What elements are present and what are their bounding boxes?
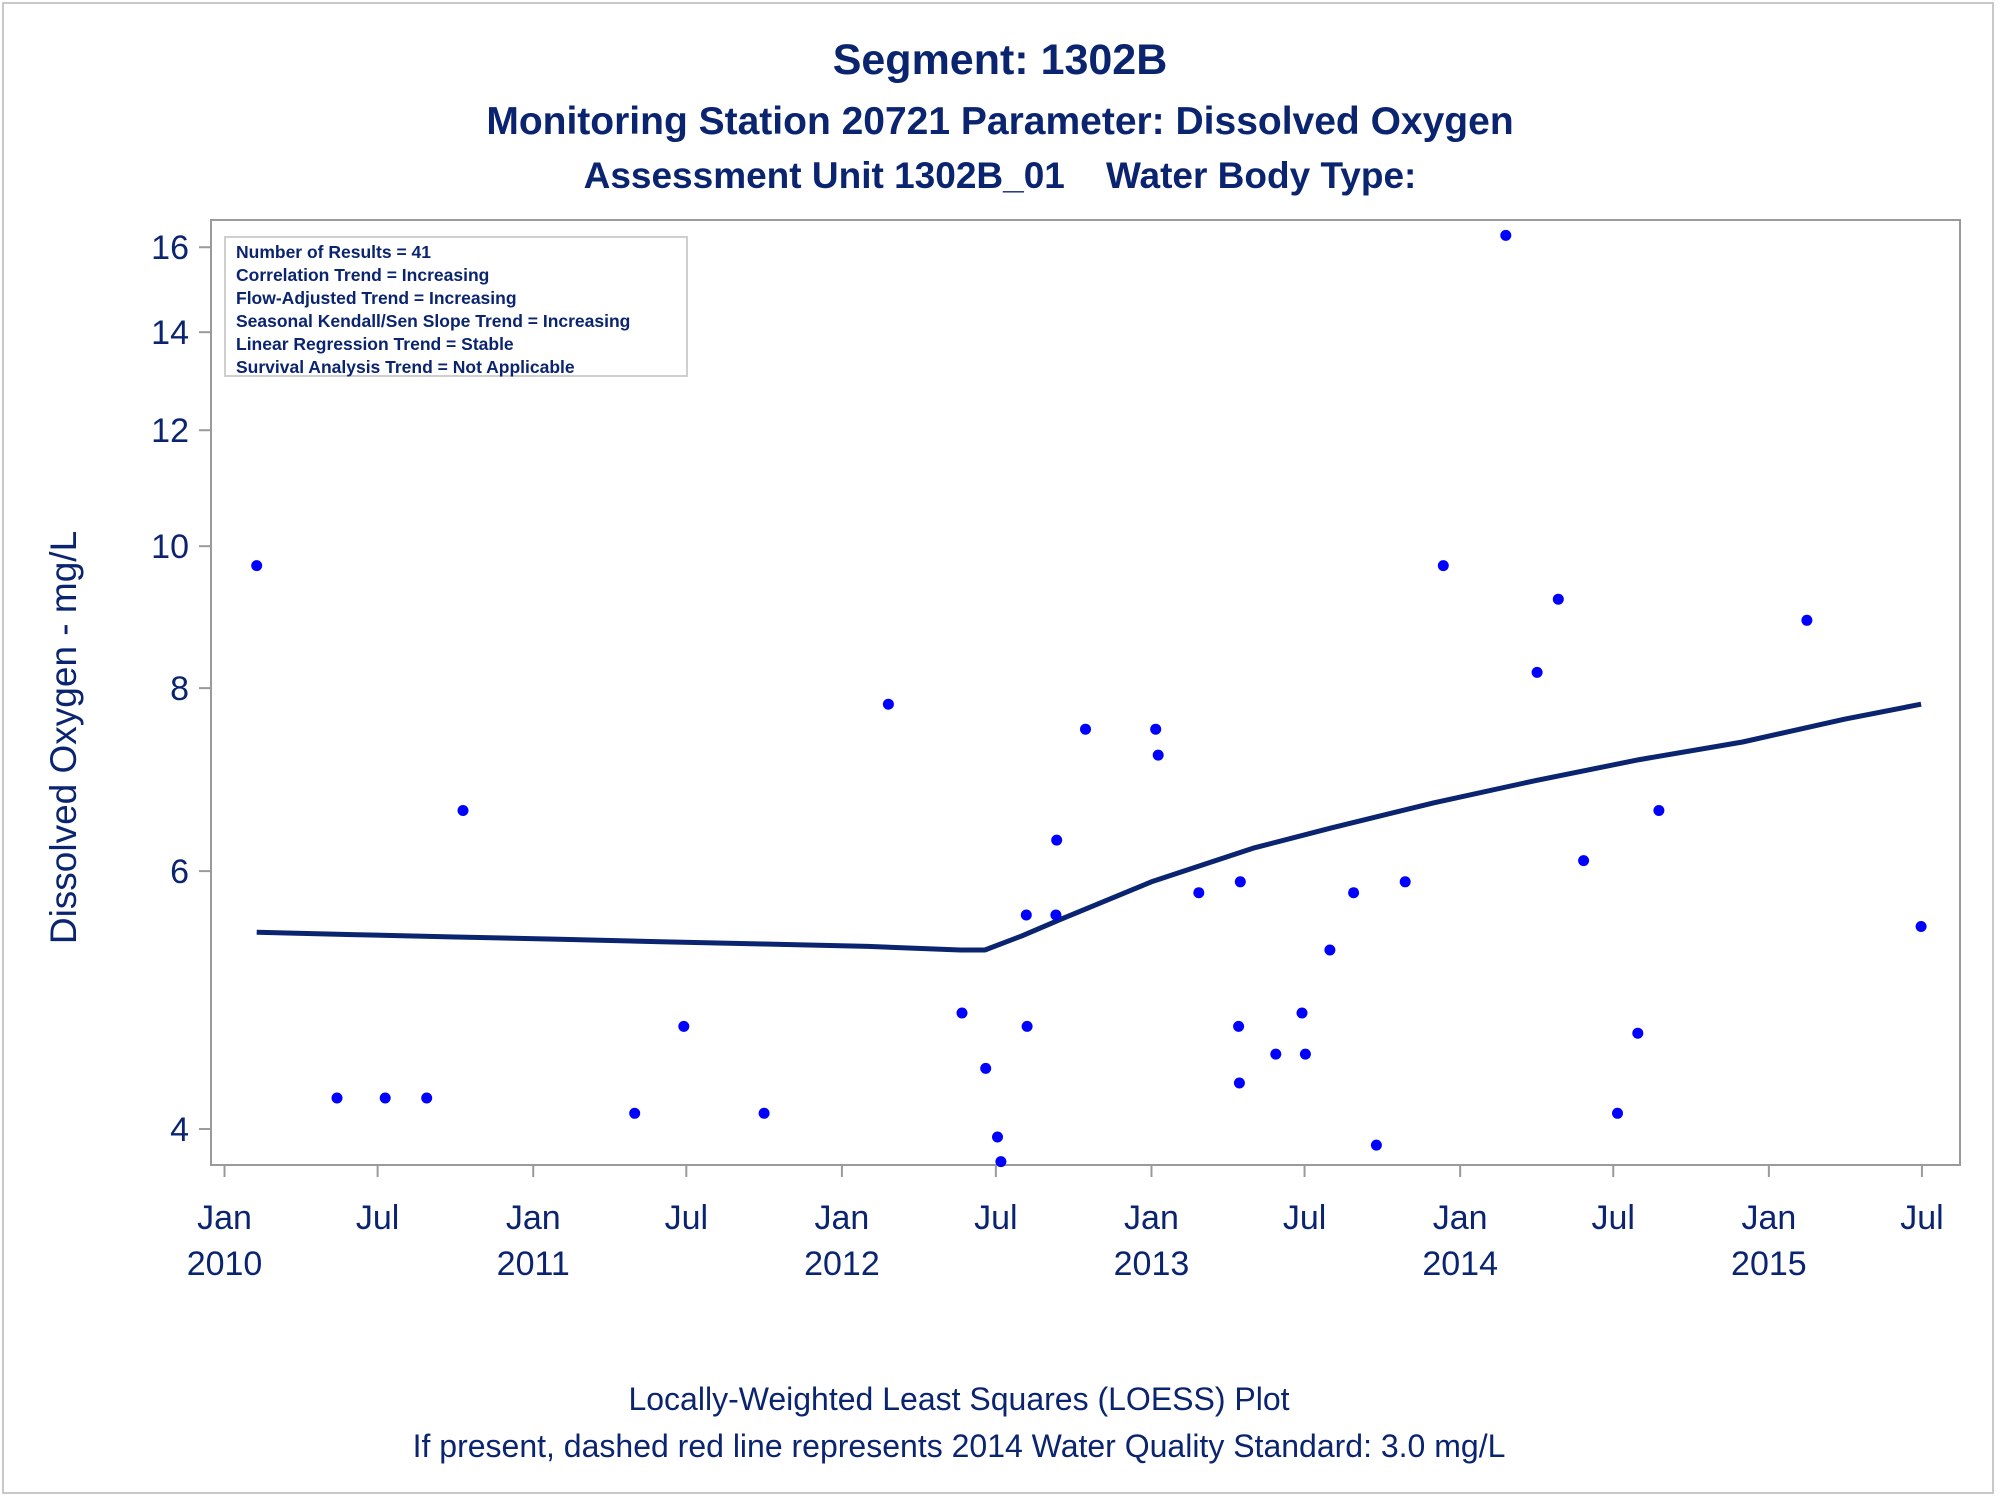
data-point <box>995 1156 1007 1168</box>
stat-survival-analysis-trend: Survival Analysis Trend = Not Applicable <box>236 357 575 377</box>
y-tick-label: 4 <box>170 1111 189 1149</box>
x-tick-label: Jan <box>1741 1199 1796 1237</box>
y-tick-label: 6 <box>170 853 189 891</box>
data-point <box>1801 614 1813 626</box>
data-point <box>1500 229 1512 241</box>
y-axis-label: Dissolved Oxygen - mg/L <box>43 531 84 944</box>
data-point <box>980 1062 992 1074</box>
y-tick-label: 16 <box>151 229 189 267</box>
x-tick-label: Jul <box>1283 1199 1326 1237</box>
chart-title: Segment: 1302B <box>832 36 1168 84</box>
stat-flow-adjusted-trend: Flow-Adjusted Trend = Increasing <box>236 288 517 308</box>
data-point <box>1020 909 1032 921</box>
x-tick-year-label: 2014 <box>1422 1245 1498 1283</box>
x-tick-year-label: 2015 <box>1731 1245 1807 1283</box>
x-tick-label: Jan <box>815 1199 870 1237</box>
data-point <box>1234 876 1246 888</box>
data-point <box>1632 1027 1644 1039</box>
data-point <box>1233 1077 1245 1089</box>
data-point <box>331 1092 343 1104</box>
data-point <box>1552 593 1564 605</box>
data-point <box>1050 909 1062 921</box>
x-tick-year-label: 2013 <box>1114 1245 1190 1283</box>
data-point <box>882 698 894 710</box>
data-point <box>1612 1107 1623 1119</box>
x-tick-label: Jul <box>665 1199 708 1237</box>
data-point <box>1348 887 1360 899</box>
data-point <box>1653 805 1665 816</box>
data-point <box>379 1092 391 1104</box>
data-point <box>251 560 263 572</box>
x-tick-label: Jul <box>1900 1199 1943 1237</box>
data-point <box>1399 876 1411 888</box>
y-axis: 4 6 8 10 12 14 16 <box>151 229 211 1149</box>
loess-line <box>256 701 1922 953</box>
data-point <box>1437 560 1449 572</box>
data-point <box>992 1131 1003 1143</box>
data-point <box>1150 723 1162 735</box>
x-axis: Jan 2010 Jul Jan 2011 Jul Jan 2012 Jul Jan 2013 Jul… <box>187 1165 1944 1283</box>
data-point <box>1233 1020 1245 1032</box>
data-point <box>1193 887 1205 899</box>
stat-number-of-results: Number of Results = 41 <box>236 242 431 262</box>
plot-area <box>210 219 1961 1166</box>
x-tick-year-label: 2012 <box>804 1245 880 1283</box>
data-point <box>1152 749 1164 761</box>
x-tick-label: Jul <box>974 1199 1017 1237</box>
x-tick-year-label: 2010 <box>187 1245 263 1283</box>
data-point <box>1296 1007 1308 1019</box>
x-tick-label: Jul <box>356 1199 399 1237</box>
data-point <box>1578 855 1590 867</box>
data-point <box>1080 723 1091 735</box>
data-point <box>1021 1020 1033 1032</box>
stat-seasonal-kendall-trend: Seasonal Kendall/Sen Slope Trend = Incre… <box>236 311 631 331</box>
x-tick-label: Jan <box>1433 1199 1488 1237</box>
data-point <box>421 1092 433 1104</box>
x-tick-label: Jul <box>1592 1199 1635 1237</box>
footnote-standard: If present, dashed red line represents 2… <box>412 1428 1506 1464</box>
data-point <box>1531 666 1543 678</box>
data-point <box>956 1007 968 1019</box>
y-tick-label: 14 <box>151 314 189 352</box>
x-tick-label: Jan <box>197 1199 252 1237</box>
data-point <box>1270 1048 1282 1060</box>
data-point <box>1370 1139 1382 1151</box>
x-tick-label: Jan <box>1124 1199 1179 1237</box>
y-tick-label: 12 <box>151 412 189 450</box>
trend-stats-box: Number of Results = 41 Correlation Trend… <box>224 236 688 377</box>
data-point <box>1324 944 1336 956</box>
data-point <box>758 1107 770 1119</box>
stat-correlation-trend: Correlation Trend = Increasing <box>236 265 490 285</box>
x-tick-label: Jan <box>506 1199 561 1237</box>
x-tick-year-label: 2011 <box>497 1245 570 1283</box>
stat-linear-regression-trend: Linear Regression Trend = Stable <box>236 334 514 354</box>
y-tick-label: 10 <box>151 528 189 566</box>
data-point <box>629 1107 641 1119</box>
data-point <box>457 805 469 816</box>
data-point <box>1051 834 1063 846</box>
data-point <box>678 1020 690 1032</box>
data-point <box>1299 1048 1311 1060</box>
data-point <box>1915 921 1927 932</box>
footnote-loess: Locally-Weighted Least Squares (LOESS) P… <box>628 1381 1290 1417</box>
data-points <box>251 229 1927 1168</box>
chart-subtitle: Monitoring Station 20721 Parameter: Diss… <box>486 100 1514 143</box>
chart-subtitle-2: Assessment Unit 1302B_01 Water Body Type… <box>583 155 1417 196</box>
y-tick-label: 8 <box>170 670 189 708</box>
